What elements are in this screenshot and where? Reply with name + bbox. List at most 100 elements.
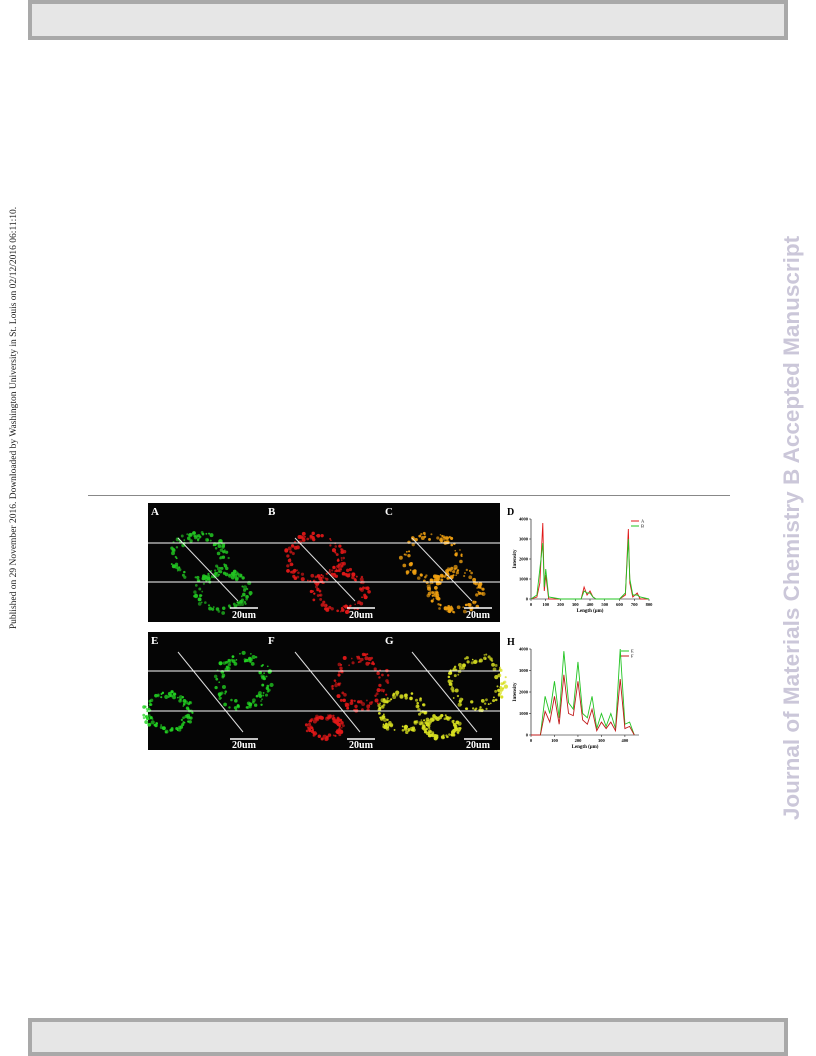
fluorescence-dot: [306, 579, 309, 582]
fluorescence-dot: [455, 571, 459, 575]
fluorescence-dot: [413, 720, 417, 723]
x-axis-label: Length (μm): [572, 745, 599, 750]
fluorescence-dot: [430, 533, 433, 536]
fluorescence-dot: [395, 693, 399, 697]
fluorescence-dot: [493, 696, 495, 699]
fluorescence-dot: [468, 569, 471, 572]
fluorescence-dot: [249, 652, 252, 655]
fluorescence-dot: [362, 593, 367, 597]
y-tick-label: 2000: [519, 557, 529, 562]
fluorescence-dot: [418, 534, 422, 538]
fluorescence-dot: [432, 598, 435, 600]
fluorescence-dot: [230, 698, 233, 702]
fluorescence-dot: [442, 736, 445, 739]
fluorescence-dot: [357, 655, 361, 659]
fluorescence-dot: [319, 590, 321, 593]
fluorescence-dot: [156, 694, 160, 698]
fluorescence-dot: [182, 721, 185, 724]
fluorescence-dot: [142, 713, 146, 717]
fluorescence-dot: [243, 660, 247, 663]
fluorescence-dot: [446, 735, 449, 739]
fluorescence-dot: [214, 685, 218, 690]
fluorescence-dot: [307, 722, 312, 727]
fluorescence-dot: [196, 538, 200, 541]
panel-label: F: [268, 635, 275, 647]
fluorescence-dot: [329, 544, 332, 547]
fluorescence-dot: [492, 667, 497, 672]
fluorescence-dot: [258, 670, 262, 675]
fluorescence-dot: [336, 559, 340, 562]
fluorescence-dot: [312, 719, 317, 724]
fluorescence-dot: [411, 543, 415, 547]
fluorescence-dot: [202, 575, 205, 578]
fluorescence-dot: [420, 721, 424, 725]
fluorescence-dot: [193, 590, 197, 594]
fluorescence-dot: [367, 589, 371, 594]
fluorescence-dot: [452, 719, 455, 722]
fluorescence-dot: [385, 722, 388, 725]
fluorescence-dot: [218, 661, 223, 666]
fluorescence-dot: [429, 582, 432, 585]
fluorescence-dot: [212, 606, 215, 608]
fluorescence-dot: [380, 688, 384, 692]
fluorescence-dot: [176, 696, 179, 699]
fluorescence-dot: [416, 576, 421, 580]
fluorescence-dot: [481, 591, 486, 597]
fluorescence-dot: [221, 675, 225, 679]
fluorescence-dot: [286, 569, 290, 573]
fluorescence-dot: [370, 662, 374, 665]
fluorescence-dot: [296, 569, 299, 572]
fluorescence-dot: [194, 584, 198, 587]
fluorescence-dot: [170, 727, 174, 730]
fluorescence-dot: [221, 611, 226, 615]
fluorescence-dot: [334, 551, 337, 554]
fluorescence-dot: [429, 721, 433, 724]
fluorescence-dot: [435, 593, 440, 598]
fluorescence-dot: [174, 555, 177, 559]
fluorescence-dot: [472, 580, 477, 585]
fluorescence-dot: [480, 699, 485, 703]
fluorescence-dot: [427, 724, 431, 728]
fluorescence-dot: [373, 667, 377, 671]
line-profile: [177, 537, 239, 602]
fluorescence-dot: [485, 707, 488, 710]
fluorescence-dot: [180, 718, 184, 722]
fluorescence-dot: [234, 699, 238, 703]
fluorescence-dot: [342, 605, 345, 608]
fluorescence-dot: [227, 662, 232, 667]
fluorescence-dot: [350, 657, 353, 660]
plot-label: D: [507, 507, 514, 518]
fluorescence-dot: [410, 692, 414, 695]
fluorescence-dot: [420, 532, 423, 536]
rule: [88, 495, 730, 496]
fluorescence-dot: [447, 716, 450, 719]
fluorescence-dot: [366, 653, 369, 656]
fluorescence-dot: [178, 566, 181, 569]
fluorescence-dot: [419, 698, 422, 702]
x-tick-label: 300: [598, 738, 606, 743]
fluorescence-dot: [213, 569, 217, 572]
fluorescence-dot: [454, 726, 458, 730]
fluorescence-dot: [453, 567, 457, 571]
y-axis-label: Intensity: [513, 549, 518, 568]
fluorescence-dot: [148, 703, 152, 706]
fluorescence-dot: [218, 692, 221, 696]
fluorescence-dot: [322, 576, 325, 579]
fluorescence-dot: [450, 543, 454, 547]
scale-label: 20um: [232, 740, 257, 751]
fluorescence-dot: [374, 698, 379, 703]
fluorescence-dot: [459, 549, 461, 551]
fluorescence-dot: [147, 723, 151, 727]
fluorescence-dot: [224, 690, 228, 693]
fluorescence-dot: [336, 730, 340, 735]
fluorescence-dot: [172, 692, 177, 696]
fluorescence-dot: [444, 535, 449, 540]
fluorescence-dot: [380, 717, 384, 721]
legend-label: A: [641, 519, 645, 524]
fluorescence-dot: [221, 555, 226, 559]
fluorescence-dot: [408, 550, 411, 553]
figure: A 20um B 20um C 20um E 20um F 20um G 20um D 0 100 200 30…: [142, 503, 653, 751]
fluorescence-dot: [217, 609, 221, 613]
fluorescence-dot: [340, 557, 343, 559]
fluorescence-dot: [470, 661, 474, 665]
